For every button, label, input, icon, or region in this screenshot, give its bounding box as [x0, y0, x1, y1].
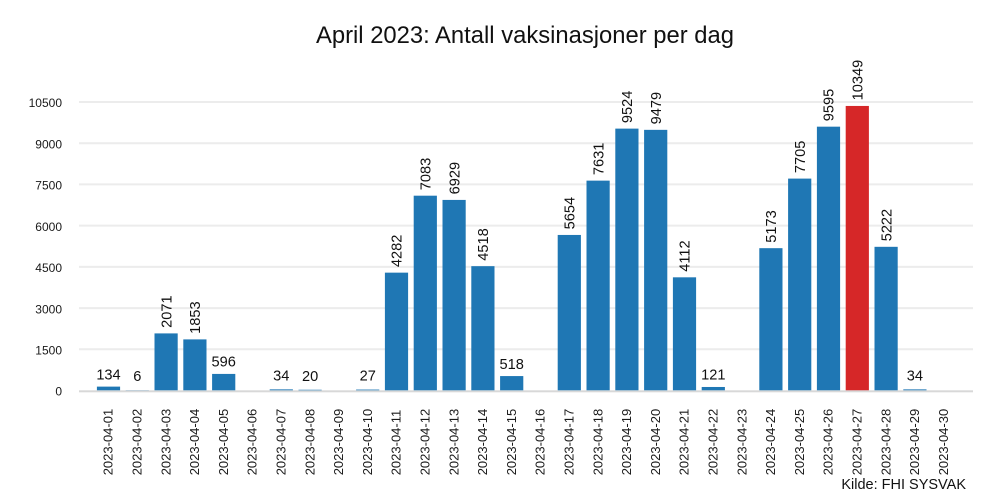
svg-text:2023-04-29: 2023-04-29: [907, 409, 922, 476]
svg-text:2023-04-05: 2023-04-05: [216, 409, 231, 476]
svg-text:4112: 4112: [678, 240, 694, 271]
svg-text:7083: 7083: [419, 158, 435, 190]
svg-text:34: 34: [907, 369, 923, 385]
svg-text:2023-04-07: 2023-04-07: [274, 409, 289, 476]
svg-text:April 2023: Antall vaksinasjon: April 2023: Antall vaksinasjoner per dag: [316, 22, 734, 49]
svg-text:9000: 9000: [35, 137, 62, 151]
svg-text:2023-04-21: 2023-04-21: [677, 409, 692, 476]
svg-text:2023-04-28: 2023-04-28: [878, 409, 893, 476]
svg-text:2023-04-30: 2023-04-30: [936, 409, 951, 476]
svg-text:2023-04-14: 2023-04-14: [475, 409, 490, 476]
svg-text:2023-04-02: 2023-04-02: [130, 409, 145, 476]
svg-text:9524: 9524: [620, 91, 636, 123]
svg-text:6929: 6929: [447, 162, 463, 194]
svg-text:2023-04-12: 2023-04-12: [418, 409, 433, 476]
svg-text:27: 27: [360, 369, 376, 385]
svg-text:2023-04-10: 2023-04-10: [360, 409, 375, 476]
svg-text:2023-04-08: 2023-04-08: [302, 409, 317, 476]
svg-text:4282: 4282: [390, 235, 406, 267]
svg-text:2023-04-22: 2023-04-22: [706, 409, 721, 476]
svg-text:2023-04-16: 2023-04-16: [533, 409, 548, 476]
svg-text:4518: 4518: [476, 228, 492, 260]
svg-text:2023-04-27: 2023-04-27: [850, 409, 865, 476]
svg-text:7705: 7705: [793, 141, 809, 173]
svg-text:2023-04-24: 2023-04-24: [763, 409, 778, 476]
svg-text:2023-04-19: 2023-04-19: [619, 409, 634, 476]
svg-text:6: 6: [133, 369, 141, 385]
svg-text:10500: 10500: [29, 96, 63, 110]
svg-text:2023-04-15: 2023-04-15: [504, 409, 519, 476]
svg-text:34: 34: [273, 369, 289, 385]
svg-text:Kilde: FHI SYSVAK: Kilde: FHI SYSVAK: [841, 477, 966, 493]
svg-text:2023-04-17: 2023-04-17: [562, 409, 577, 476]
svg-text:2023-04-11: 2023-04-11: [389, 410, 404, 476]
svg-text:20: 20: [302, 369, 318, 385]
svg-text:2023-04-01: 2023-04-01: [101, 409, 116, 476]
svg-text:518: 518: [500, 357, 524, 373]
svg-text:9479: 9479: [649, 92, 665, 124]
svg-text:1500: 1500: [35, 344, 62, 358]
svg-text:2071: 2071: [159, 295, 175, 327]
svg-text:121: 121: [701, 368, 725, 384]
svg-text:7631: 7631: [591, 143, 607, 175]
svg-text:2023-04-09: 2023-04-09: [331, 409, 346, 476]
svg-text:2023-04-04: 2023-04-04: [187, 409, 202, 476]
svg-text:2023-04-20: 2023-04-20: [648, 409, 663, 476]
svg-text:5222: 5222: [879, 209, 895, 241]
svg-text:2023-04-23: 2023-04-23: [734, 409, 749, 476]
svg-text:5654: 5654: [563, 197, 579, 229]
svg-text:4500: 4500: [35, 261, 62, 275]
svg-text:1853: 1853: [188, 301, 204, 333]
svg-text:2023-04-06: 2023-04-06: [245, 409, 260, 476]
svg-text:9595: 9595: [822, 89, 838, 121]
svg-text:6000: 6000: [35, 220, 62, 234]
svg-text:2023-04-13: 2023-04-13: [446, 409, 461, 476]
svg-text:2023-04-03: 2023-04-03: [158, 409, 173, 476]
svg-text:0: 0: [55, 385, 62, 399]
svg-text:596: 596: [212, 355, 236, 371]
svg-text:2023-04-25: 2023-04-25: [792, 409, 807, 476]
svg-text:134: 134: [96, 367, 120, 383]
svg-text:5173: 5173: [764, 210, 780, 242]
svg-text:3000: 3000: [35, 302, 62, 316]
svg-text:10349: 10349: [851, 60, 867, 101]
svg-text:2023-04-26: 2023-04-26: [821, 409, 836, 476]
svg-text:7500: 7500: [35, 179, 62, 193]
svg-text:2023-04-18: 2023-04-18: [590, 409, 605, 476]
